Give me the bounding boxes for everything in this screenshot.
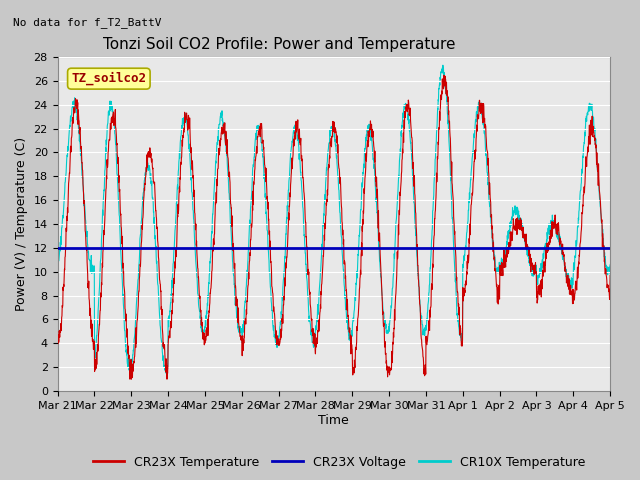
X-axis label: Time: Time (319, 414, 349, 427)
Text: TZ_soilco2: TZ_soilco2 (71, 72, 147, 85)
Y-axis label: Power (V) / Temperature (C): Power (V) / Temperature (C) (15, 137, 28, 311)
Text: No data for f_T2_BattV: No data for f_T2_BattV (13, 17, 161, 28)
Legend: CR23X Temperature, CR23X Voltage, CR10X Temperature: CR23X Temperature, CR23X Voltage, CR10X … (88, 451, 590, 474)
Text: Tonzi Soil CO2 Profile: Power and Temperature: Tonzi Soil CO2 Profile: Power and Temper… (103, 36, 456, 51)
